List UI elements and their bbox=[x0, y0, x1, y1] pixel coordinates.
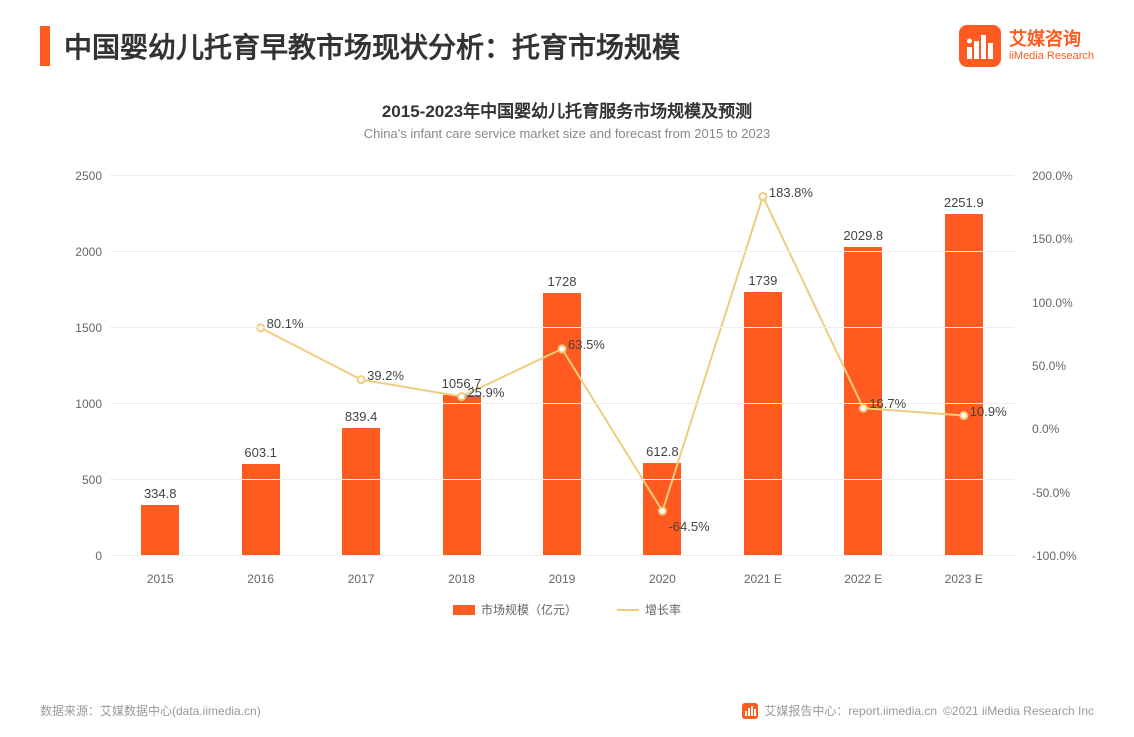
gridline bbox=[110, 479, 1014, 480]
plot-region: 334.8603.1839.41056.71728612.817392029.8… bbox=[110, 176, 1014, 556]
line-value-label: 25.9% bbox=[468, 385, 505, 400]
axis-tick: 1500 bbox=[60, 321, 110, 335]
x-label: 2018 bbox=[411, 572, 511, 586]
line-swatch bbox=[617, 609, 639, 611]
x-label: 2016 bbox=[210, 572, 310, 586]
gridline bbox=[110, 251, 1014, 252]
y1-axis: 25002000150010005000 bbox=[60, 176, 110, 556]
axis-tick: 1000 bbox=[60, 397, 110, 411]
page-title: 中国婴幼儿托育早教市场现状分析：托育市场规模 bbox=[64, 26, 680, 66]
brand-name-en: iiMedia Research bbox=[1009, 50, 1094, 62]
iimedia-logo-icon bbox=[959, 25, 1001, 67]
axis-tick: 500 bbox=[60, 473, 110, 487]
brand-logo-text: 艾媒咨询 iiMedia Research bbox=[1009, 30, 1094, 62]
axis-tick: 200.0% bbox=[1024, 169, 1074, 183]
axis-tick: -100.0% bbox=[1024, 549, 1074, 563]
axis-tick: -50.0% bbox=[1024, 486, 1074, 500]
bar-swatch bbox=[453, 605, 475, 615]
title-accent-bar bbox=[40, 26, 50, 66]
line-marker bbox=[759, 193, 766, 200]
gridline bbox=[110, 555, 1014, 556]
x-label: 2019 bbox=[512, 572, 612, 586]
line-value-label: 183.8% bbox=[769, 185, 813, 200]
line-value-label: 39.2% bbox=[367, 368, 404, 383]
line-value-label: 63.5% bbox=[568, 337, 605, 352]
y2-axis: 200.0%150.0%100.0%50.0%0.0%-50.0%-100.0% bbox=[1024, 176, 1074, 556]
line-value-label: -64.5% bbox=[668, 519, 709, 534]
line-marker bbox=[559, 345, 566, 352]
axis-tick: 50.0% bbox=[1024, 359, 1074, 373]
line-marker bbox=[960, 412, 967, 419]
brand-name-cn: 艾媒咨询 bbox=[1009, 30, 1094, 50]
legend: 市场规模（亿元） 增长率 bbox=[0, 601, 1134, 618]
x-label: 2021 E bbox=[713, 572, 813, 586]
line-marker bbox=[458, 393, 465, 400]
axis-tick: 0 bbox=[60, 549, 110, 563]
data-source: 数据来源：艾媒数据中心(data.iimedia.cn) bbox=[40, 702, 261, 719]
axis-tick: 2000 bbox=[60, 245, 110, 259]
legend-line: 增长率 bbox=[617, 601, 681, 618]
axis-tick: 100.0% bbox=[1024, 296, 1074, 310]
x-label: 2020 bbox=[612, 572, 712, 586]
x-label: 2022 E bbox=[813, 572, 913, 586]
legend-bar: 市场规模（亿元） bbox=[453, 601, 577, 618]
axis-tick: 0.0% bbox=[1024, 422, 1074, 436]
gridline bbox=[110, 327, 1014, 328]
chart-titles: 2015-2023年中国婴幼儿托育服务市场规模及预测 China's infan… bbox=[0, 97, 1134, 141]
x-label: 2015 bbox=[110, 572, 210, 586]
growth-line bbox=[261, 197, 964, 512]
x-label: 2017 bbox=[311, 572, 411, 586]
x-label: 2023 E bbox=[914, 572, 1014, 586]
header: 中国婴幼儿托育早教市场现状分析：托育市场规模 艾媒咨询 iiMedia Rese… bbox=[0, 0, 1134, 77]
line-marker bbox=[358, 376, 365, 383]
axis-tick: 2500 bbox=[60, 169, 110, 183]
footer-logo-icon bbox=[742, 703, 758, 719]
chart-title-cn: 2015-2023年中国婴幼儿托育服务市场规模及预测 bbox=[0, 97, 1134, 122]
legend-bar-label: 市场规模（亿元） bbox=[481, 601, 577, 618]
line-value-label: 16.7% bbox=[869, 396, 906, 411]
title-wrap: 中国婴幼儿托育早教市场现状分析：托育市场规模 bbox=[40, 26, 680, 66]
legend-line-label: 增长率 bbox=[645, 601, 681, 618]
line-value-label: 80.1% bbox=[267, 316, 304, 331]
footer: 数据来源：艾媒数据中心(data.iimedia.cn) 艾媒报告中心：repo… bbox=[40, 702, 1094, 719]
gridline bbox=[110, 175, 1014, 176]
line-marker bbox=[860, 405, 867, 412]
line-value-label: 10.9% bbox=[970, 404, 1007, 419]
brand-logo: 艾媒咨询 iiMedia Research bbox=[959, 25, 1094, 67]
report-center: 艾媒报告中心：report.iimedia.cn bbox=[764, 702, 937, 719]
chart-title-en: China's infant care service market size … bbox=[0, 126, 1134, 141]
axis-tick: 150.0% bbox=[1024, 232, 1074, 246]
chart-area: 2500 2000 1500 1000 500 0 334.8603.1839.41056… bbox=[60, 166, 1074, 596]
line-marker bbox=[659, 508, 666, 515]
x-axis-labels: 2015201620172018201920202021 E2022 E2023… bbox=[110, 572, 1014, 586]
copyright: ©2021 iiMedia Research Inc bbox=[943, 704, 1094, 718]
line-overlay bbox=[110, 176, 1014, 556]
footer-right: 艾媒报告中心：report.iimedia.cn ©2021 iiMedia R… bbox=[742, 702, 1094, 719]
